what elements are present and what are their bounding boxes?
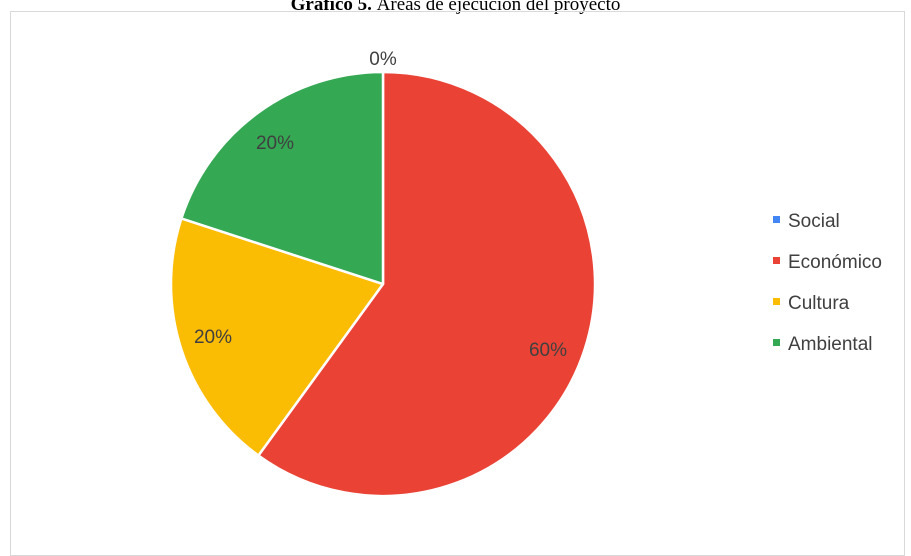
legend-label-cultura: Cultura [788,293,850,314]
slice-social-label: 0% [369,49,397,70]
legend-label-social: Social [788,211,840,232]
slice-economico [257,70,597,498]
slice-cultura-label: 20% [194,327,232,348]
slice-labels: 0% 60% 20% 20% [194,49,567,361]
legend-swatch-social [773,216,780,223]
legend-swatch-economico [773,257,780,264]
slice-cultura [169,217,385,457]
pie-slices [169,70,597,498]
legend-label-economico: Económico [788,252,882,273]
legend-label-ambiental: Ambiental [788,334,873,355]
legend: Social Económico Cultura Ambiental [773,211,882,355]
slice-economico-label: 60% [529,340,567,361]
legend-swatch-ambiental [773,339,780,346]
slice-ambiental [180,70,385,286]
legend-swatch-cultura [773,298,780,305]
slice-ambiental-label: 20% [256,133,294,154]
